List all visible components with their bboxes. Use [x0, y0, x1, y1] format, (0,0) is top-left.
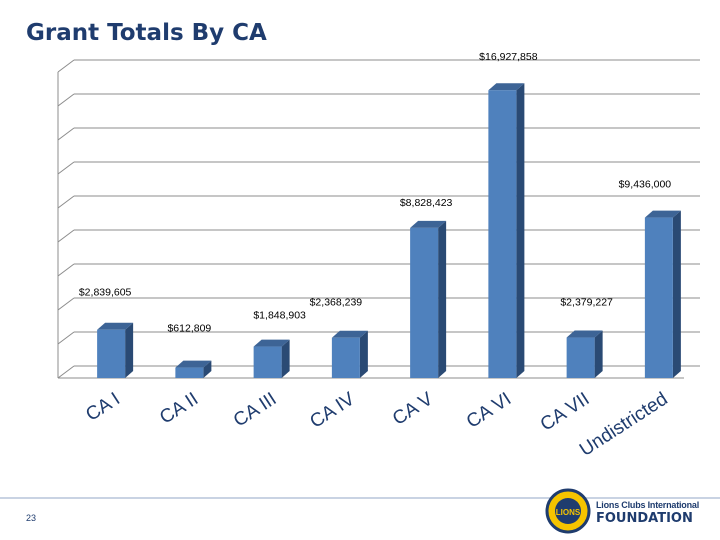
chart-category-labels: CA I CA II CA III CA IV CA V CA VI CA VIIUndis… [82, 388, 671, 460]
category-label: CA II [156, 389, 202, 429]
bar [410, 227, 439, 378]
lions-emblem-icon: LIONS [545, 488, 591, 534]
bar-side [203, 360, 212, 378]
gridline-depth [57, 195, 75, 209]
bar-side [516, 83, 525, 379]
slide-title: Grant Totals By CA [26, 20, 267, 46]
logo-line-1: Lions Clubs International [596, 500, 700, 510]
footer-divider [0, 497, 720, 499]
bar-side [438, 220, 447, 378]
bar-top [331, 330, 368, 338]
chart-data-labels: $2,839,605 $612,809 $1,848,903 $2,368,239 $8… [79, 51, 671, 334]
data-label: $1,848,903 [253, 310, 306, 322]
data-label: $2,368,239 [310, 297, 363, 309]
logo-line-2: FOUNDATION [596, 511, 693, 526]
gridline-depth [57, 127, 75, 141]
bar-chart: $2,839,605 $612,809 $1,848,903 $2,368,239 $8… [57, 51, 700, 461]
bar [97, 329, 126, 378]
bar [253, 346, 282, 378]
data-label: $612,809 [167, 323, 211, 335]
gridline-depth [57, 331, 75, 345]
bar [644, 217, 673, 378]
bar-side [359, 330, 368, 378]
bar [488, 90, 517, 379]
data-label: $8,828,423 [400, 197, 453, 209]
bar-top [644, 210, 681, 218]
bar-side [125, 322, 134, 378]
category-label: CA V [389, 388, 437, 429]
bar [175, 367, 204, 378]
bar-top [566, 330, 603, 338]
gridline-depth [57, 59, 75, 73]
bar-top [253, 339, 290, 347]
data-label: $2,379,227 [560, 297, 613, 309]
bar-top [488, 83, 525, 91]
bar-top [175, 360, 212, 368]
gridline-depth [57, 297, 75, 311]
bar [331, 337, 360, 378]
bar-side [281, 339, 290, 378]
page-number: 23 [26, 513, 37, 523]
foundation-logo: Lions Clubs International FOUNDATION [596, 500, 699, 526]
data-label: $2,839,605 [79, 287, 132, 299]
category-label: CA III [230, 389, 280, 432]
bar-top [97, 322, 134, 330]
category-label: CA I [82, 389, 124, 426]
category-label: CA VII [537, 389, 594, 436]
bar [566, 337, 595, 378]
emblem-text: LIONS [556, 508, 581, 517]
gridline-depth [57, 229, 75, 243]
bar-side [594, 330, 603, 378]
bar-side [672, 210, 681, 378]
data-label: $9,436,000 [619, 179, 672, 191]
gridline-depth [57, 93, 75, 107]
bar-top [410, 220, 447, 228]
category-label: CA VI [463, 389, 515, 433]
category-label: Undistricted [576, 389, 672, 461]
category-label: CA IV [306, 388, 358, 432]
gridline-depth [57, 263, 75, 277]
gridline-depth [57, 161, 75, 175]
chart-bars [97, 83, 681, 379]
chart-gridlines [57, 59, 700, 379]
data-label: $16,927,858 [479, 51, 538, 63]
gridline-depth [57, 365, 75, 379]
